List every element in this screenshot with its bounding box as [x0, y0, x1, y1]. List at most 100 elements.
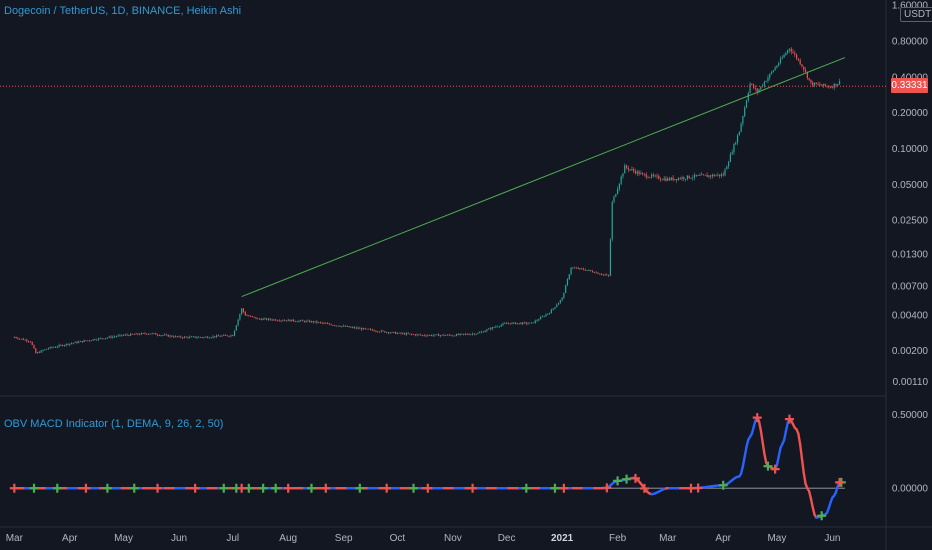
candle-body [520, 322, 522, 325]
obv-macd-segment [798, 443, 804, 461]
candle-body [790, 48, 792, 52]
candle-body [570, 267, 572, 275]
candle-body [325, 322, 327, 324]
candle-body [602, 274, 604, 276]
candle-body [49, 346, 51, 349]
buy-signal-marker [52, 483, 62, 493]
candle-body [205, 336, 207, 338]
candle-body [531, 322, 533, 324]
obv-macd-segment [784, 421, 789, 433]
candle-body [550, 309, 552, 314]
candle-body [364, 328, 366, 329]
candle-body [400, 332, 402, 334]
candle-body [504, 323, 506, 325]
candle-body [115, 336, 117, 338]
candle-body [131, 333, 134, 335]
candle-body [575, 267, 578, 269]
candle-body [464, 333, 467, 335]
indicator-title[interactable]: OBV MACD Indicator (1, DEMA, 9, 26, 2, 5… [4, 418, 224, 430]
candle-body [527, 323, 529, 325]
candle-body [536, 320, 538, 322]
candle-body [599, 273, 601, 275]
candle-body [185, 336, 187, 338]
candle-body [47, 348, 49, 350]
candle-body [681, 177, 683, 179]
candle-body [693, 174, 696, 178]
candle-body [90, 340, 92, 342]
candle-body [280, 320, 282, 322]
candle-body [525, 322, 527, 324]
candle-body [420, 334, 422, 336]
buy-signal-marker [271, 483, 281, 493]
candle-body [722, 174, 724, 176]
candle-body [595, 272, 597, 274]
x-tick-label: Jul [226, 533, 239, 544]
candle-body [563, 292, 565, 298]
currency-button[interactable]: USDT [900, 7, 932, 22]
candle-body [160, 335, 162, 336]
indicator-y-tick-label: 0.00000 [892, 484, 929, 495]
y-tick-label: 0.20000 [892, 108, 929, 119]
candle-body [255, 317, 257, 319]
candle-body [323, 322, 325, 324]
candle-body [436, 334, 438, 336]
candle-body [633, 169, 635, 171]
candle-body [455, 334, 458, 336]
candle-body [60, 345, 62, 346]
candle-body [717, 174, 719, 176]
candle-body [241, 308, 243, 315]
candle-body [565, 285, 567, 293]
symbol-title[interactable]: Dogecoin / TetherUS, 1D, BINANCE, Heikin… [4, 5, 242, 17]
candle-body [765, 80, 767, 82]
candle-body [139, 334, 141, 336]
candle-body [586, 270, 588, 271]
candle-body [359, 328, 361, 329]
candle-body [697, 175, 699, 176]
candle-body [828, 86, 830, 88]
candle-body [812, 82, 814, 86]
candle-body [665, 178, 667, 181]
candle-body [484, 331, 486, 333]
candle-body [548, 313, 551, 315]
candle-body [310, 321, 313, 323]
candle-body [556, 304, 558, 308]
candle-body [135, 333, 137, 335]
candle-body [362, 328, 364, 330]
candle-body [83, 340, 85, 343]
candle-body [85, 340, 87, 342]
candle-body [568, 274, 570, 280]
candle-body [608, 274, 610, 276]
indicator-y-tick-label: 0.50000 [892, 410, 929, 421]
candle-body [658, 175, 660, 179]
candle-body [770, 71, 773, 74]
candle-body [835, 83, 837, 86]
candle-body [518, 322, 520, 324]
candle-body [502, 323, 504, 325]
candle-body [36, 352, 39, 354]
candle-body [17, 338, 19, 339]
candle-body [581, 268, 583, 270]
x-tick-label: Jun [171, 533, 187, 544]
candle-body [352, 327, 354, 328]
candle-body [334, 325, 336, 327]
candle-body [760, 86, 762, 90]
candle-body [353, 327, 356, 329]
y-tick-label: 0.02500 [892, 216, 929, 227]
obv-macd-segment [797, 432, 802, 446]
candle-body [529, 322, 531, 324]
candle-body [708, 175, 710, 177]
candle-body [473, 333, 475, 335]
candle-body [97, 338, 100, 340]
candle-body [613, 196, 615, 203]
candle-body [572, 267, 574, 269]
candle-body [405, 333, 407, 335]
candle-body [144, 333, 146, 334]
y-tick-label: 0.00200 [892, 346, 929, 357]
candle-body [201, 337, 203, 339]
candle-body [269, 318, 271, 320]
candle-body [803, 66, 805, 70]
candle-body [173, 336, 175, 338]
candle-body [785, 53, 787, 55]
buy-signal-marker [409, 483, 419, 493]
candle-body [731, 152, 733, 155]
